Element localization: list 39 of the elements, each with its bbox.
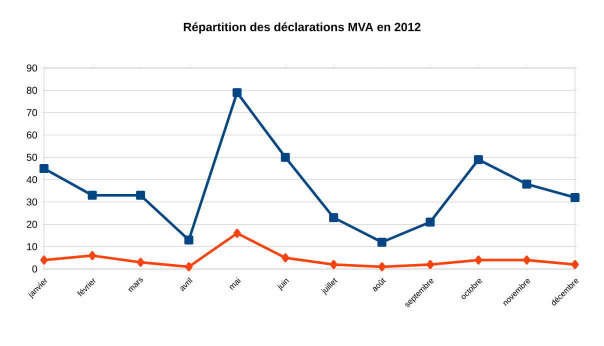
point [136,258,144,267]
point [40,256,48,265]
y-tick-label: 70 [26,109,38,116]
point [523,256,530,265]
point [136,190,146,200]
point [474,155,483,164]
point [88,190,97,200]
point [474,256,482,265]
point [330,260,338,270]
point [232,88,242,98]
y-tick-label: 0 [32,265,38,273]
y-tick-label: 60 [26,131,38,139]
y-tick-label: 90 [26,64,38,72]
x-tick-label: juin [276,278,290,292]
point [571,260,579,270]
x-tick-label: août [372,278,386,292]
point [329,213,338,222]
point [377,238,386,247]
x-tick-label: avril [180,277,193,291]
y-tick-label: 50 [26,154,38,161]
chart-title: Répartition des déclarations MVA en 2012 [184,22,420,34]
point [280,152,290,162]
point [570,193,580,202]
y-tick-label: 30 [26,198,38,206]
point [378,262,386,272]
point [185,262,193,272]
point [522,180,532,189]
point [426,218,435,227]
x-tick-label: mai [229,277,241,290]
y-tick-label: 10 [27,243,38,250]
point [40,164,49,174]
point [426,260,434,270]
y-tick-label: 20 [26,220,38,228]
y-tick-label: 40 [26,176,38,184]
point [88,251,96,260]
point [233,228,241,238]
point [184,235,194,244]
y-tick-label: 80 [26,86,38,94]
point [282,253,290,262]
